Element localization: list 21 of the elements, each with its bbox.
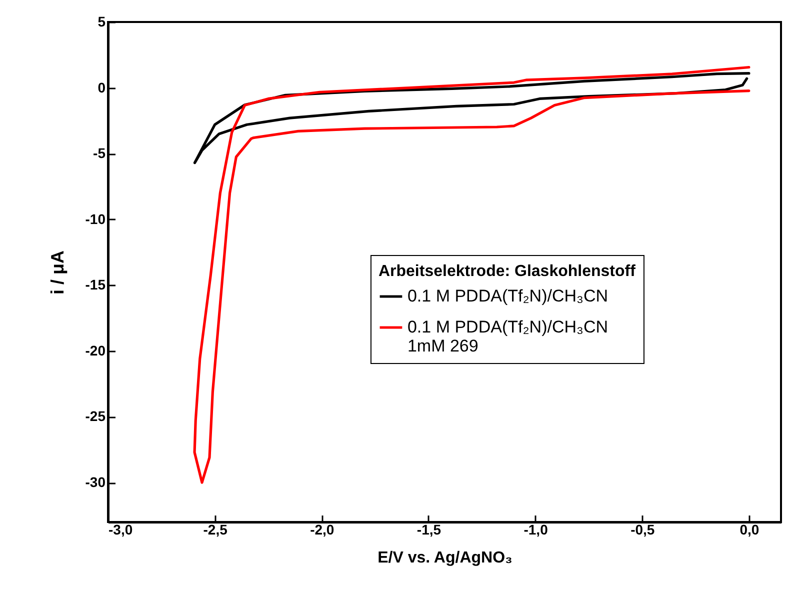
legend-label: 0.1 M PDDA(Tf₂N)/CH₃CN <box>407 286 608 306</box>
x-tick-label: -2,0 <box>310 522 334 538</box>
y-tick-label: 5 <box>98 14 106 30</box>
x-tick-label: -1,5 <box>416 522 442 538</box>
y-tick-label: -30 <box>85 474 106 490</box>
y-tick-label: -20 <box>85 342 106 358</box>
y-tick-label: -10 <box>85 210 106 227</box>
y-axis-title: i / μA <box>47 250 68 295</box>
x-tick-label: -2,5 <box>203 522 228 538</box>
x-axis-title: E/V vs. Ag/AgNO₃ <box>378 550 512 566</box>
x-tick-label: -1,0 <box>524 522 548 538</box>
y-tick-label: -5 <box>93 145 106 162</box>
legend-title: Arbeitselektrode: Glaskohlenstoff <box>378 263 636 280</box>
x-tick-label: 0,0 <box>740 522 760 538</box>
x-tick-label: -3,0 <box>108 522 133 538</box>
y-tick-label: -15 <box>85 276 106 293</box>
x-tick-label: -0,5 <box>630 522 655 538</box>
line-series <box>193 66 750 484</box>
legend-label: 0.1 M PDDA(Tf₂N)/CH₃CN 1mM 269 <box>407 318 608 356</box>
y-tick-label: 0 <box>98 79 106 96</box>
y-tick-label: -25 <box>85 408 106 424</box>
